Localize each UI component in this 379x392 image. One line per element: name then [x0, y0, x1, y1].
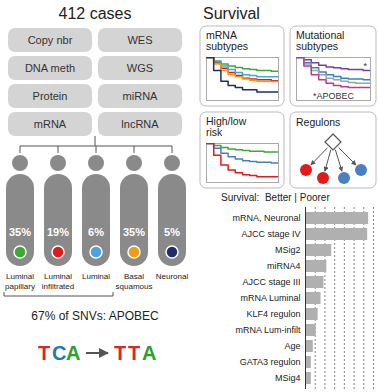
svg-text:AJCC stage IV: AJCC stage IV	[241, 229, 300, 239]
svg-text:WGS: WGS	[127, 62, 153, 74]
svg-text:DNA meth: DNA meth	[25, 62, 75, 74]
svg-text:19%: 19%	[47, 226, 69, 238]
svg-text:A: A	[66, 342, 80, 364]
svg-text:GATA3 regulon: GATA3 regulon	[240, 357, 301, 367]
svg-text:35%: 35%	[9, 226, 31, 238]
svg-text:67% of SNVs: APOBEC: 67% of SNVs: APOBEC	[31, 309, 159, 323]
svg-text:WES: WES	[127, 34, 152, 46]
svg-text:35%: 35%	[123, 226, 145, 238]
svg-text:KLF4 regulon: KLF4 regulon	[246, 309, 300, 319]
svg-text:MSig4: MSig4	[275, 373, 301, 383]
svg-text:squamous: squamous	[116, 282, 153, 291]
svg-text:Neuronal: Neuronal	[156, 272, 189, 281]
svg-text:*: *	[364, 61, 368, 71]
svg-text:subtypes: subtypes	[206, 40, 248, 52]
svg-text:Luminal: Luminal	[44, 272, 72, 281]
svg-text:Luminal: Luminal	[6, 272, 34, 281]
svg-text:Survival: Survival	[203, 5, 260, 22]
svg-text:mRNA: mRNA	[206, 29, 237, 41]
svg-text:Basal: Basal	[124, 272, 144, 281]
svg-text:T: T	[114, 342, 126, 364]
svg-text:AJCC stage III: AJCC stage III	[242, 277, 300, 287]
svg-text:Luminal: Luminal	[82, 272, 110, 281]
svg-text:mRNA: mRNA	[34, 118, 67, 130]
svg-text:6%: 6%	[88, 226, 104, 238]
svg-text:lncRNA: lncRNA	[121, 118, 159, 130]
svg-text:Copy nbr: Copy nbr	[28, 34, 73, 46]
svg-text:A: A	[142, 342, 156, 364]
svg-text:subtypes: subtypes	[296, 40, 338, 52]
svg-text:papillary: papillary	[5, 282, 35, 291]
svg-text:risk: risk	[206, 126, 223, 138]
svg-text:High/low: High/low	[206, 115, 247, 127]
svg-text:miRNA4: miRNA4	[267, 261, 301, 271]
svg-text:Mutational: Mutational	[296, 29, 345, 41]
svg-text:miRNA: miRNA	[123, 90, 158, 102]
svg-text:Survival: Better | Poorer: Survival: Better | Poorer	[221, 192, 330, 203]
svg-text:Protein: Protein	[33, 90, 68, 102]
svg-text:412 cases: 412 cases	[59, 5, 132, 22]
svg-text:5%: 5%	[164, 226, 180, 238]
svg-text:C: C	[52, 342, 66, 364]
svg-text:*APOBEC: *APOBEC	[313, 91, 355, 101]
svg-text:mRNA, Neuronal: mRNA, Neuronal	[232, 213, 300, 223]
svg-text:mRNA Luminal: mRNA Luminal	[240, 293, 300, 303]
svg-text:Regulons: Regulons	[296, 116, 340, 128]
svg-text:MSig2: MSig2	[275, 245, 301, 255]
svg-text:infiltrated: infiltrated	[42, 282, 74, 291]
svg-text:Age: Age	[284, 341, 300, 351]
svg-text:T: T	[128, 342, 140, 364]
svg-text:T: T	[38, 342, 50, 364]
svg-text:mRNA Lum-infilt: mRNA Lum-infilt	[235, 325, 301, 335]
